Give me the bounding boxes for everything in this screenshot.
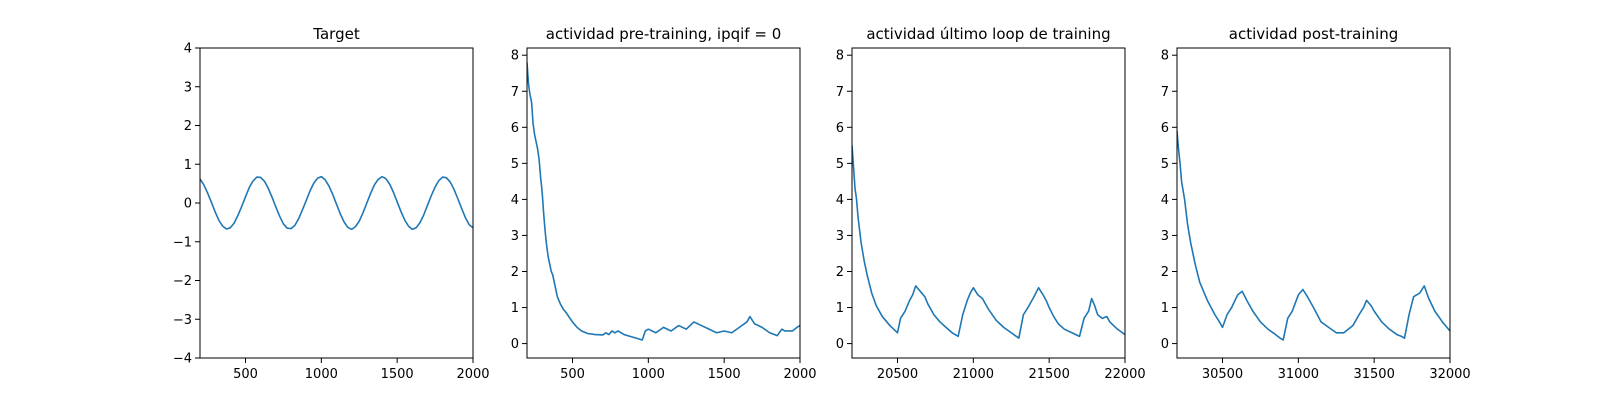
x-tick-label: 31000 (1278, 367, 1319, 382)
chart-title: actividad pre-training, ipqif = 0 (546, 25, 782, 43)
x-tick-label: 2000 (783, 367, 816, 382)
y-tick-label: −3 (173, 313, 192, 328)
y-tick-label: 3 (184, 80, 192, 95)
x-tick-label: 31500 (1353, 367, 1394, 382)
y-tick-label: 4 (836, 193, 844, 208)
series-line-4-1 (1177, 130, 1450, 341)
y-tick-label: 4 (511, 193, 519, 208)
x-tick-label: 500 (233, 367, 258, 382)
chart-panel-1: 500 1000 1500 2000 −4 −3 −2 −1 0 1 2 3 4 Target (173, 25, 490, 382)
series-line-1-1 (200, 175, 473, 231)
x-tick-label: 32000 (1429, 367, 1470, 382)
y-tick-label: 2 (184, 119, 192, 134)
chart-title: actividad post-training (1229, 25, 1398, 43)
y-tick-label: 8 (511, 49, 519, 64)
axes-frame (851, 47, 1126, 359)
y-tick-label: −4 (173, 352, 192, 367)
y-tick-label: 8 (836, 49, 844, 64)
x-tick-label: 20500 (877, 367, 918, 382)
y-tick-label: 3 (511, 229, 519, 244)
x-tick-label: 1500 (708, 367, 741, 382)
y-tick-label: 5 (511, 157, 519, 172)
y-tick-label: 1 (511, 301, 519, 316)
y-tick-label: 0 (511, 337, 519, 352)
axes-frame (526, 47, 801, 359)
x-tick-label: 21500 (1028, 367, 1069, 382)
y-tick-label: 6 (511, 121, 519, 136)
x-tick-label: 30500 (1202, 367, 1243, 382)
y-tick-label: 8 (1161, 49, 1169, 64)
y-tick-label: −2 (173, 274, 192, 289)
y-tick-label: 4 (1161, 193, 1169, 208)
axes-frame (1176, 47, 1451, 359)
x-tick-label: 21000 (953, 367, 994, 382)
y-tick-label: 2 (836, 265, 844, 280)
chart-panel-3: 20500 21000 21500 22000 0 1 2 3 4 5 6 7 8 actividad ú… (836, 25, 1146, 382)
y-tick-label: 7 (1161, 85, 1169, 100)
x-tick-label: 1500 (381, 367, 414, 382)
y-tick-label: 6 (836, 121, 844, 136)
y-tick-label: 1 (184, 158, 192, 173)
y-tick-label: 7 (511, 85, 519, 100)
y-tick-label: 1 (836, 301, 844, 316)
x-tick-label: 1000 (305, 367, 338, 382)
y-tick-label: 4 (184, 42, 192, 57)
y-tick-label: 2 (511, 265, 519, 280)
series-line-2-1 (527, 62, 800, 341)
x-tick-label: 22000 (1104, 367, 1145, 382)
y-tick-label: 2 (1161, 265, 1169, 280)
y-tick-label: 3 (836, 229, 844, 244)
y-tick-label: 6 (1161, 121, 1169, 136)
y-tick-label: 0 (184, 197, 192, 212)
y-tick-label: 5 (1161, 157, 1169, 172)
chart-panel-4: 30500 31000 31500 32000 0 1 2 3 4 5 6 7 8 actividad p… (1161, 25, 1471, 382)
series-line-3-1 (852, 145, 1125, 339)
y-tick-label: 5 (836, 157, 844, 172)
chart-title: actividad último loop de training (866, 25, 1110, 43)
chart-title: Target (312, 25, 360, 43)
y-tick-label: 1 (1161, 301, 1169, 316)
y-tick-label: 7 (836, 85, 844, 100)
x-tick-label: 1000 (632, 367, 665, 382)
y-tick-label: −1 (173, 235, 192, 250)
x-tick-label: 2000 (456, 367, 489, 382)
chart-panel-2: 500 1000 1500 2000 0 1 2 3 4 5 6 7 8 actividad pre-tr… (511, 25, 817, 382)
y-tick-label: 0 (1161, 337, 1169, 352)
x-tick-label: 500 (560, 367, 585, 382)
y-tick-label: 3 (1161, 229, 1169, 244)
y-tick-label: 0 (836, 337, 844, 352)
